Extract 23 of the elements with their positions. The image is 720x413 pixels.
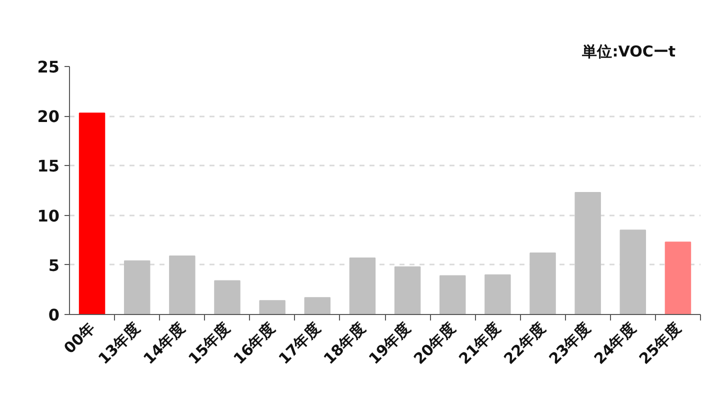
bar: [439, 275, 466, 314]
x-tick-label: 17年度: [275, 319, 324, 368]
y-tick-label: 0: [48, 306, 60, 324]
y-tick-label: 5: [48, 256, 60, 275]
bar: [530, 252, 556, 314]
y-tick-label: 25: [37, 58, 60, 76]
bar: [78, 112, 106, 314]
bar: [169, 255, 196, 314]
bar: [620, 230, 646, 314]
bar: [304, 297, 331, 314]
y-tick-label: 20: [37, 107, 60, 126]
bar: [259, 300, 286, 314]
text: 単位:VOCーt: [581, 42, 676, 60]
bar: [349, 257, 376, 314]
x-tick-label: 24年度: [590, 319, 640, 368]
bar: [124, 260, 150, 314]
bar: [394, 266, 421, 314]
bar: [214, 280, 240, 314]
bar: [664, 242, 692, 314]
bar: [574, 192, 601, 314]
bar: [484, 274, 511, 314]
y-tick-label: 10: [37, 206, 60, 226]
y-tick-label: 15: [37, 156, 60, 176]
